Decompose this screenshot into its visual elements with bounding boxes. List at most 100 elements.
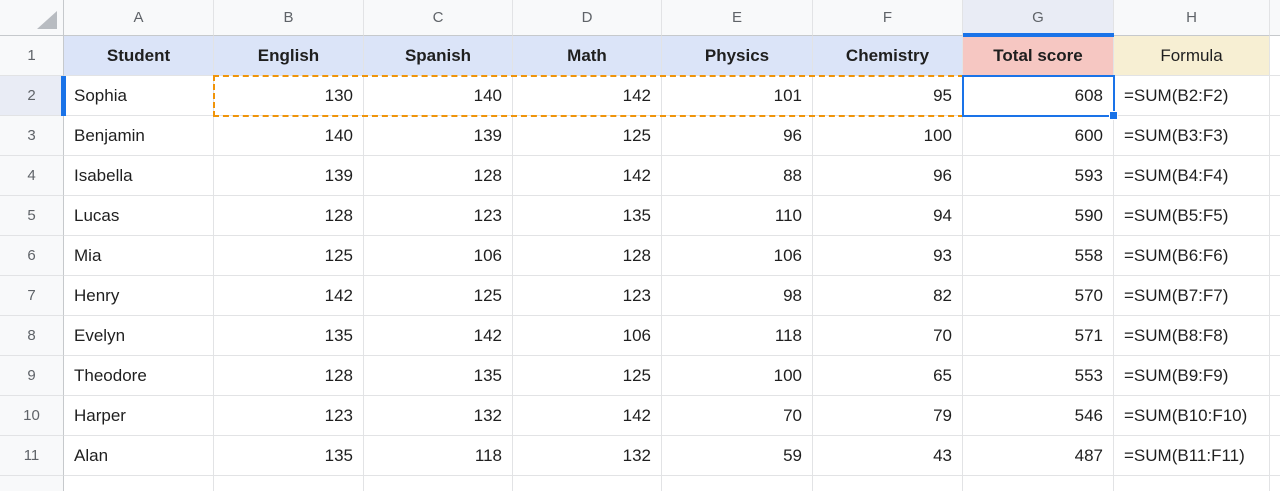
cell-B9[interactable]: 128 — [214, 356, 364, 396]
cell-G10[interactable]: 546 — [963, 396, 1114, 436]
cell-A1[interactable]: Student — [64, 36, 214, 76]
cell-F6[interactable]: 93 — [813, 236, 963, 276]
cell-H11[interactable]: =SUM(B11:F11) — [1114, 436, 1270, 476]
cell-D8[interactable]: 106 — [513, 316, 662, 356]
cell-E8[interactable]: 118 — [662, 316, 813, 356]
row-header-8[interactable]: 8 — [0, 316, 64, 356]
cell-B2[interactable]: 130 — [214, 76, 364, 116]
cell-E9[interactable]: 100 — [662, 356, 813, 396]
row-header-4[interactable]: 4 — [0, 156, 64, 196]
cell-D11[interactable]: 132 — [513, 436, 662, 476]
cell-D6[interactable]: 128 — [513, 236, 662, 276]
row-header-11[interactable]: 11 — [0, 436, 64, 476]
cell-H10[interactable]: =SUM(B10:F10) — [1114, 396, 1270, 436]
cell-F7[interactable]: 82 — [813, 276, 963, 316]
column-header-G[interactable]: G — [963, 0, 1114, 36]
cell-C9[interactable]: 135 — [364, 356, 513, 396]
cell-H8[interactable]: =SUM(B8:F8) — [1114, 316, 1270, 356]
row-header-9[interactable]: 9 — [0, 356, 64, 396]
cell-D10[interactable]: 142 — [513, 396, 662, 436]
cell-A12[interactable] — [64, 476, 214, 491]
cell-F2[interactable]: 95 — [813, 76, 963, 116]
cell-H1[interactable]: Formula — [1114, 36, 1270, 76]
cell-B5[interactable]: 128 — [214, 196, 364, 236]
cell-B1[interactable]: English — [214, 36, 364, 76]
cell-D7[interactable]: 123 — [513, 276, 662, 316]
cell-E4[interactable]: 88 — [662, 156, 813, 196]
cell-D1[interactable]: Math — [513, 36, 662, 76]
cell-D4[interactable]: 142 — [513, 156, 662, 196]
cell-E1[interactable]: Physics — [662, 36, 813, 76]
column-header-E[interactable]: E — [662, 0, 813, 36]
row-header-5[interactable]: 5 — [0, 196, 64, 236]
cell-A11[interactable]: Alan — [64, 436, 214, 476]
cell-G3[interactable]: 600 — [963, 116, 1114, 156]
cell-B4[interactable]: 139 — [214, 156, 364, 196]
cell-E5[interactable]: 110 — [662, 196, 813, 236]
cell-B10[interactable]: 123 — [214, 396, 364, 436]
cell-G4[interactable]: 593 — [963, 156, 1114, 196]
cell-C8[interactable]: 142 — [364, 316, 513, 356]
cell-F10[interactable]: 79 — [813, 396, 963, 436]
cell-C2[interactable]: 140 — [364, 76, 513, 116]
select-all-corner[interactable] — [0, 0, 64, 36]
cell-G2[interactable]: 608 — [963, 76, 1114, 116]
cell-H7[interactable]: =SUM(B7:F7) — [1114, 276, 1270, 316]
cell-A9[interactable]: Theodore — [64, 356, 214, 396]
cell-E11[interactable]: 59 — [662, 436, 813, 476]
cell-G7[interactable]: 570 — [963, 276, 1114, 316]
cell-H2[interactable]: =SUM(B2:F2) — [1114, 76, 1270, 116]
cell-C7[interactable]: 125 — [364, 276, 513, 316]
row-header-2[interactable]: 2 — [0, 76, 64, 116]
cell-E6[interactable]: 106 — [662, 236, 813, 276]
cell-E12[interactable] — [662, 476, 813, 491]
column-header-B[interactable]: B — [214, 0, 364, 36]
cell-C10[interactable]: 132 — [364, 396, 513, 436]
cell-E7[interactable]: 98 — [662, 276, 813, 316]
row-header-7[interactable]: 7 — [0, 276, 64, 316]
cell-B6[interactable]: 125 — [214, 236, 364, 276]
cell-H12[interactable] — [1114, 476, 1270, 491]
cell-H4[interactable]: =SUM(B4:F4) — [1114, 156, 1270, 196]
cell-C12[interactable] — [364, 476, 513, 491]
row-header-3[interactable]: 3 — [0, 116, 64, 156]
cell-C5[interactable]: 123 — [364, 196, 513, 236]
fill-handle[interactable] — [1109, 111, 1118, 120]
cell-E3[interactable]: 96 — [662, 116, 813, 156]
cell-F12[interactable] — [813, 476, 963, 491]
column-header-C[interactable]: C — [364, 0, 513, 36]
cell-A6[interactable]: Mia — [64, 236, 214, 276]
cell-B7[interactable]: 142 — [214, 276, 364, 316]
cell-G11[interactable]: 487 — [963, 436, 1114, 476]
cell-D3[interactable]: 125 — [513, 116, 662, 156]
cell-E10[interactable]: 70 — [662, 396, 813, 436]
cell-G1[interactable]: Total score — [963, 36, 1114, 76]
column-header-D[interactable]: D — [513, 0, 662, 36]
cell-B12[interactable] — [214, 476, 364, 491]
cell-F3[interactable]: 100 — [813, 116, 963, 156]
cell-H6[interactable]: =SUM(B6:F6) — [1114, 236, 1270, 276]
cell-B3[interactable]: 140 — [214, 116, 364, 156]
cell-F11[interactable]: 43 — [813, 436, 963, 476]
cell-C6[interactable]: 106 — [364, 236, 513, 276]
cell-B8[interactable]: 135 — [214, 316, 364, 356]
cell-G6[interactable]: 558 — [963, 236, 1114, 276]
cell-A3[interactable]: Benjamin — [64, 116, 214, 156]
column-header-H[interactable]: H — [1114, 0, 1270, 36]
cell-G9[interactable]: 553 — [963, 356, 1114, 396]
cell-D5[interactable]: 135 — [513, 196, 662, 236]
cell-C11[interactable]: 118 — [364, 436, 513, 476]
cell-A10[interactable]: Harper — [64, 396, 214, 436]
row-header-12[interactable] — [0, 476, 64, 491]
cell-D9[interactable]: 125 — [513, 356, 662, 396]
row-header-1[interactable]: 1 — [0, 36, 64, 76]
cell-G8[interactable]: 571 — [963, 316, 1114, 356]
cell-F1[interactable]: Chemistry — [813, 36, 963, 76]
cell-E2[interactable]: 101 — [662, 76, 813, 116]
cell-F4[interactable]: 96 — [813, 156, 963, 196]
cell-C3[interactable]: 139 — [364, 116, 513, 156]
cell-A2[interactable]: Sophia — [64, 76, 214, 116]
column-header-A[interactable]: A — [64, 0, 214, 36]
cell-A5[interactable]: Lucas — [64, 196, 214, 236]
cell-C4[interactable]: 128 — [364, 156, 513, 196]
